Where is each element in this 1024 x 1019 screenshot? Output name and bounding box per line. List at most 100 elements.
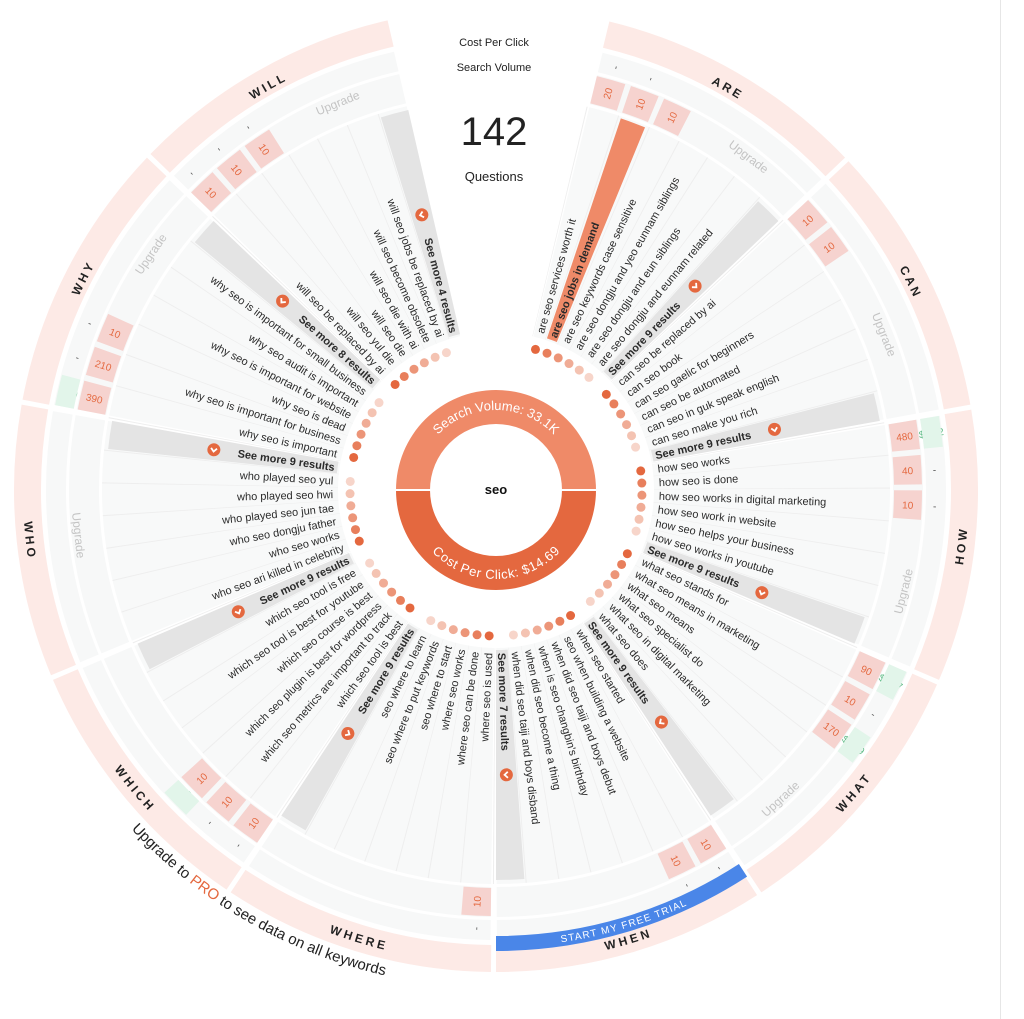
chevron-icon[interactable]: [207, 442, 222, 457]
question-item[interactable]: who played seo hwi: [236, 489, 333, 503]
volume-cell: [892, 454, 922, 485]
see-more-band[interactable]: [496, 649, 525, 881]
cpc-value: -: [869, 710, 877, 721]
sector-background: [611, 221, 884, 462]
chevron-icon[interactable]: [767, 422, 782, 437]
upgrade-link[interactable]: Upgrade: [69, 512, 88, 560]
question-item[interactable]: where seo is used: [479, 653, 495, 743]
popularity-dot: [609, 399, 619, 409]
row-divider: [492, 647, 496, 884]
row-divider: [112, 526, 343, 582]
row-divider: [592, 614, 738, 802]
row-divider: [276, 621, 409, 818]
popularity-dot: [395, 595, 405, 605]
volume-cell: [831, 680, 870, 720]
row-divider: [202, 595, 379, 754]
row-divider: [610, 219, 784, 382]
sector-background: [109, 218, 382, 461]
row-divider: [532, 106, 588, 337]
popularity-dot: [603, 579, 613, 589]
search-volume-value: 20: [602, 86, 616, 100]
volume-cell: [233, 803, 273, 843]
sector-background: [101, 420, 351, 641]
row-divider: [225, 604, 388, 778]
chevron-icon[interactable]: [686, 277, 704, 295]
cpc-value: -: [205, 818, 216, 828]
cpc-band: [82, 660, 255, 863]
search-volume-arc: [396, 390, 596, 490]
chevron-down-icon: [344, 729, 351, 737]
row-divider: [333, 633, 432, 850]
popularity-dot: [354, 536, 364, 546]
sector-ring: [52, 669, 242, 890]
see-more-band[interactable]: [380, 109, 461, 338]
popularity-dot: [405, 603, 415, 613]
volume-cell: [96, 313, 134, 351]
row-divider: [125, 353, 348, 436]
search-volume-toggle[interactable]: Search Volume: [456, 62, 532, 74]
volume-cell: [888, 419, 921, 452]
chevron-icon[interactable]: [499, 768, 513, 782]
chevron-icon[interactable]: [273, 292, 291, 310]
row-divider: [103, 449, 339, 475]
see-more-band[interactable]: [281, 623, 418, 831]
search-volume-value: 10: [842, 694, 858, 709]
cpc-cell: [164, 779, 200, 815]
row-divider: [115, 385, 344, 449]
question-item[interactable]: how seo works in digital marketing: [659, 491, 827, 509]
cpc-value: -: [471, 927, 482, 931]
row-divider: [570, 629, 683, 838]
popularity-dot: [349, 452, 359, 462]
chevron-icon[interactable]: [753, 584, 770, 601]
see-more-band[interactable]: [137, 553, 354, 670]
cpc-band: [810, 183, 939, 414]
question-item[interactable]: who played seo yul: [238, 470, 333, 487]
cost-per-click-toggle[interactable]: Cost Per Click: [459, 37, 529, 49]
question-item[interactable]: how seo is done: [659, 473, 739, 489]
row-divider: [304, 628, 420, 835]
volume-cell: [622, 85, 659, 123]
chevron-icon[interactable]: [339, 725, 357, 743]
search-volume-value: 10: [472, 895, 484, 907]
popularity-dot: [345, 476, 355, 486]
popularity-dot: [371, 568, 381, 578]
search-volume-value: 210: [93, 359, 113, 375]
volume-cell: [847, 651, 886, 690]
popularity-dot: [356, 429, 366, 439]
popularity-dot: [437, 621, 447, 631]
chevron-icon[interactable]: [414, 207, 430, 223]
row-divider: [602, 606, 763, 781]
see-more-link[interactable]: See more 7 results: [495, 653, 511, 751]
see-more-band[interactable]: [650, 393, 880, 462]
volume-cell: [85, 346, 122, 383]
row-divider: [651, 422, 885, 464]
chevron-down-icon: [418, 211, 425, 219]
sector-label: WHO: [21, 521, 39, 561]
volume-cell: [657, 841, 696, 880]
row-divider: [346, 124, 437, 344]
popularity-dot: [350, 525, 360, 535]
popularity-dot: [508, 630, 518, 640]
popularity-dot: [409, 364, 419, 374]
see-more-band[interactable]: [108, 420, 339, 474]
chevron-down-icon: [691, 282, 698, 289]
chevron-icon[interactable]: [652, 713, 670, 731]
row-divider: [102, 500, 339, 517]
start-free-trial-button[interactable]: [496, 864, 748, 951]
row-divider: [261, 172, 403, 364]
cpc-value: -: [233, 841, 244, 850]
search-volume-value: 40: [902, 466, 914, 478]
chevron-icon[interactable]: [230, 603, 247, 620]
see-more-band[interactable]: [643, 542, 865, 644]
cpc-cell: [876, 664, 907, 700]
popularity-dot: [426, 616, 436, 626]
cpc-band: [45, 411, 99, 663]
popularity-dot: [617, 559, 627, 569]
chevron-down-icon: [770, 426, 778, 433]
row-divider: [644, 358, 868, 438]
search-volume-value: 10: [698, 837, 713, 853]
popularity-dot: [584, 372, 594, 382]
